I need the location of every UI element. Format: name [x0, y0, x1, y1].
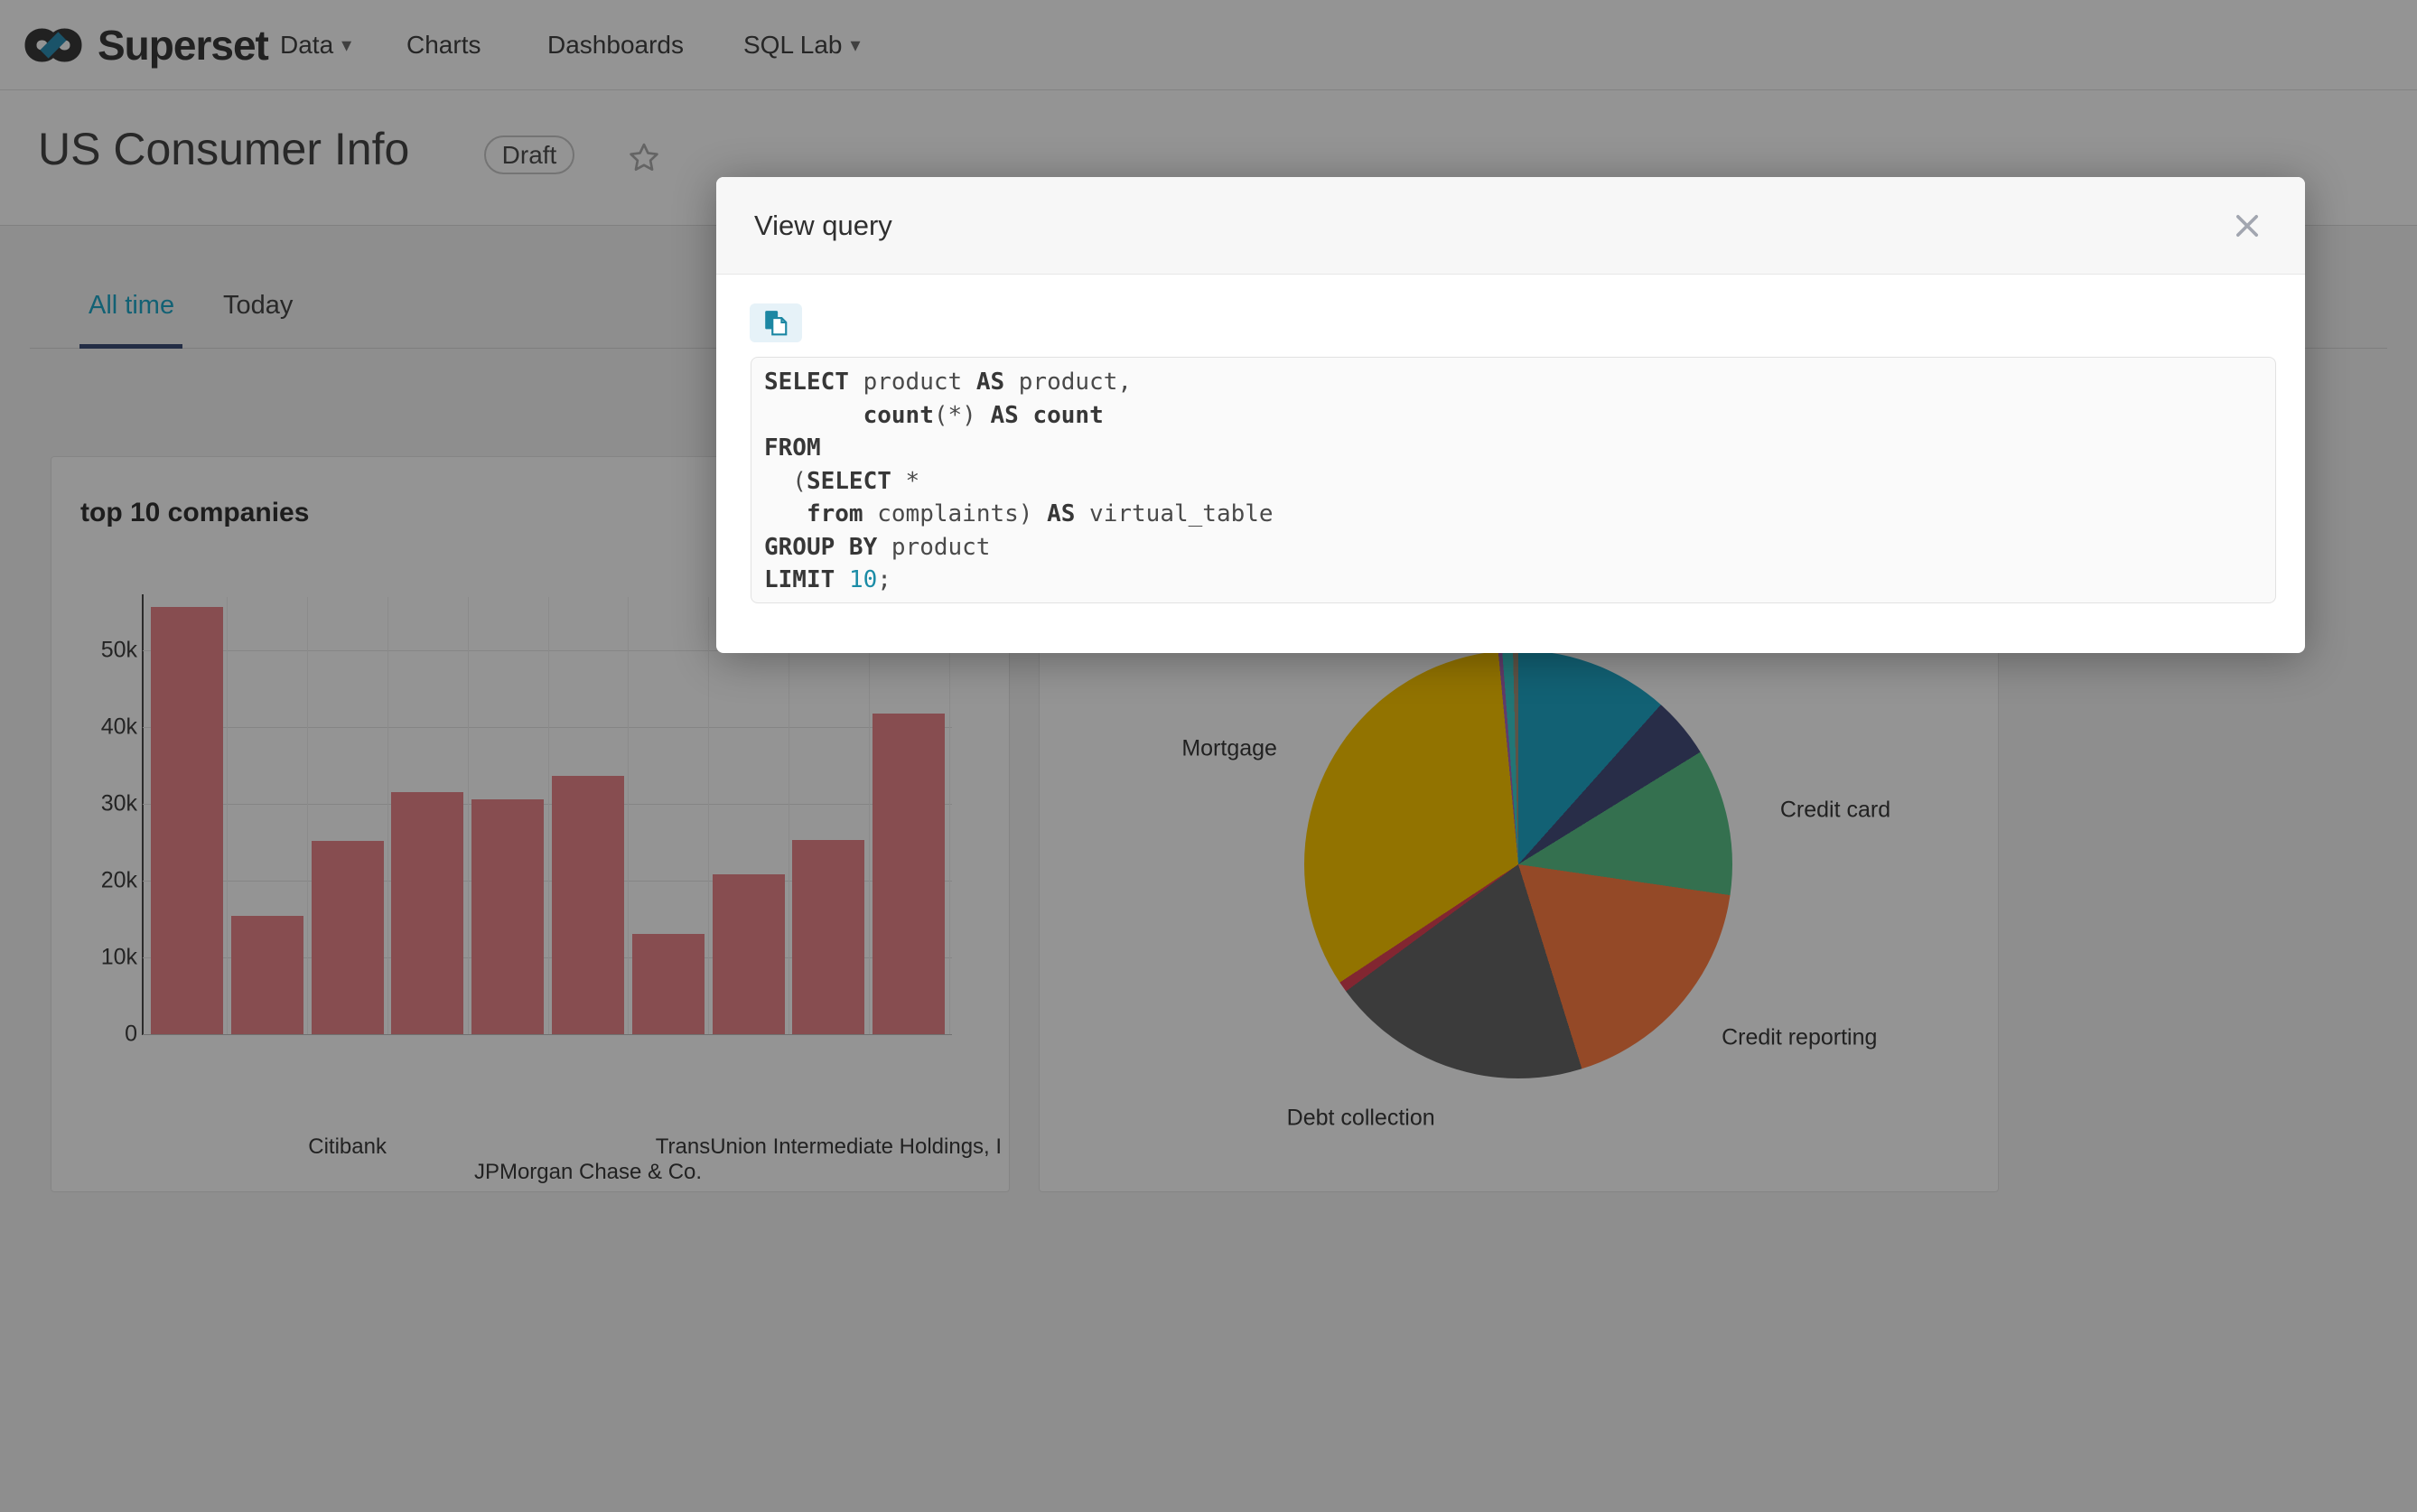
sql-line: FROM — [764, 434, 821, 462]
chevron-down-icon: ▾ — [850, 33, 861, 56]
bar[interactable] — [792, 839, 865, 1034]
gridline — [143, 957, 952, 958]
superset-infinity-icon — [24, 28, 82, 62]
active-tab-indicator — [79, 344, 182, 349]
y-tick-label: 40k — [100, 714, 137, 740]
sql-query-code: SELECT product AS product, count(*) AS c… — [751, 357, 2276, 603]
chevron-down-icon: ▾ — [341, 33, 352, 56]
sql-line: from complaints) AS virtual_table — [806, 500, 1274, 527]
copy-icon — [765, 310, 788, 335]
tab-all-time[interactable]: All time — [89, 291, 175, 320]
gridline — [868, 597, 870, 1034]
top-nav-bar: Superset Data ▾ Charts Dashboards SQL La… — [0, 0, 2417, 90]
superset-logo[interactable]: Superset — [20, 19, 269, 71]
gridline — [948, 597, 950, 1034]
sql-line: count(*) AS count — [863, 401, 1104, 429]
brand-name: Superset — [98, 22, 269, 69]
tab-today[interactable]: Today — [223, 291, 294, 320]
y-tick-label: 10k — [100, 944, 137, 970]
gridline — [547, 597, 549, 1034]
nav-item-data[interactable]: Data ▾ — [280, 31, 352, 59]
bar[interactable] — [311, 840, 384, 1034]
modal-title: View query — [754, 210, 892, 241]
bar[interactable] — [230, 915, 303, 1034]
x-axis-label: TransUnion Intermediate Holdings, I — [655, 1134, 1003, 1159]
gridline — [143, 649, 952, 651]
gridline — [307, 597, 309, 1034]
gridline — [708, 597, 710, 1034]
y-tick-label: 50k — [100, 637, 137, 663]
view-query-modal: View query SELECT product AS product, co… — [716, 177, 2305, 653]
page-title: US Consumer Info — [38, 124, 410, 174]
y-tick-label: 0 — [125, 1021, 137, 1047]
nav-item-charts[interactable]: Charts — [406, 31, 481, 59]
favorite-star-icon[interactable] — [627, 141, 661, 175]
bar-chart-card: top 10 companies 0 10k 20k 30k 40k 50k Citiban… — [51, 456, 1010, 1192]
bar[interactable] — [631, 933, 705, 1034]
pie-slice-label: Debt collection — [1286, 1105, 1435, 1131]
gridline — [143, 880, 952, 882]
status-badge: Draft — [484, 135, 574, 174]
sql-line: LIMIT 10; — [764, 566, 891, 593]
bar[interactable] — [151, 606, 223, 1034]
gridline — [467, 597, 469, 1034]
nav-item-sql-lab[interactable]: SQL Lab ▾ — [743, 31, 861, 59]
y-axis-line — [142, 594, 144, 1035]
pie-slice-label: Mortgage — [1181, 735, 1277, 761]
sql-line: SELECT product AS product, — [764, 369, 1133, 396]
pie-chart[interactable] — [1304, 650, 1732, 1078]
y-tick-label: 20k — [100, 867, 137, 893]
bar[interactable] — [873, 714, 946, 1034]
x-axis-label: JPMorgan Chase & Co. — [473, 1160, 703, 1184]
gridline — [143, 726, 952, 728]
bar[interactable] — [471, 798, 545, 1034]
pie-slice-label: Credit card — [1779, 797, 1891, 823]
gridline — [143, 803, 952, 805]
chart-title: top 10 companies — [80, 498, 310, 527]
bar[interactable] — [391, 791, 464, 1034]
close-icon[interactable] — [2229, 208, 2265, 244]
x-axis-label: Citibank — [308, 1134, 387, 1159]
sql-line: GROUP BY product — [764, 533, 991, 561]
gridline — [628, 597, 630, 1034]
x-axis-line — [143, 1034, 952, 1035]
bar[interactable] — [712, 874, 785, 1034]
sql-line: (SELECT * — [764, 467, 920, 495]
y-tick-label: 30k — [100, 790, 137, 817]
nav-item-dashboards[interactable]: Dashboards — [547, 31, 684, 59]
modal-header: View query — [716, 177, 2305, 275]
copy-query-button[interactable] — [750, 303, 802, 342]
pie-slice-label: Credit reporting — [1722, 1024, 1878, 1050]
gridline — [227, 597, 229, 1034]
gridline — [387, 597, 388, 1034]
bar[interactable] — [552, 776, 624, 1034]
